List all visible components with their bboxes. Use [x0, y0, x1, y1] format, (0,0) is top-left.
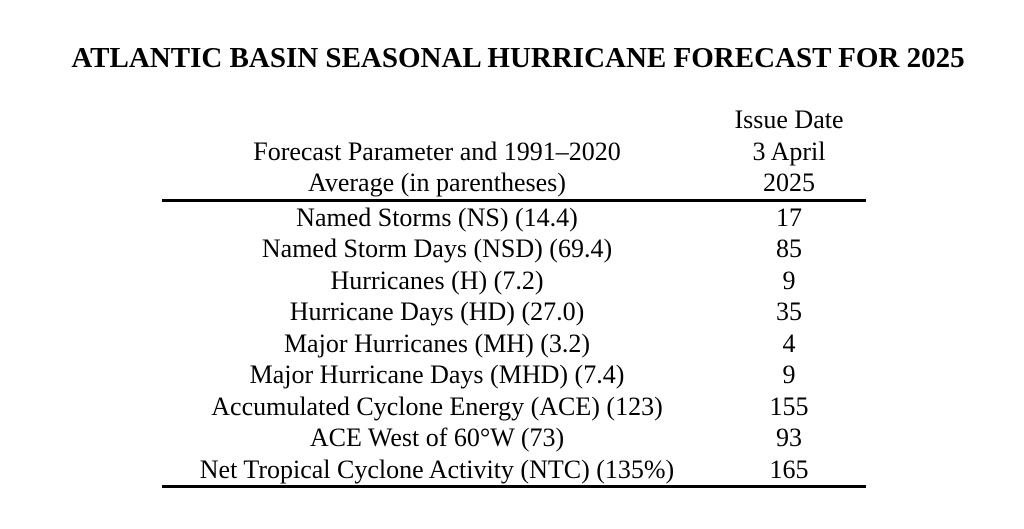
parameter-cell: Hurricane Days (HD) (27.0)	[289, 297, 585, 326]
parameter-cell: Hurricanes (H) (7.2)	[330, 265, 544, 295]
table-row: Named Storms (NS) (14.4) 17	[162, 200, 866, 233]
parameter-cell: Named Storm Days (NSD) (69.4)	[261, 234, 613, 263]
table-row: Net Tropical Cyclone Activity (NTC) (135…	[162, 454, 866, 487]
value-cell: 9	[782, 265, 796, 295]
header-row: Forecast Parameter and 1991–2020 Average…	[162, 104, 866, 200]
value-cell: 9	[782, 360, 796, 389]
value-cell: 155	[769, 391, 809, 421]
parameter-cell: Major Hurricanes (MH) (3.2)	[283, 328, 591, 358]
value-cell: 4	[782, 328, 796, 358]
parameter-header-line2: Average (in parentheses)	[308, 168, 566, 197]
issue-date-label: Issue Date	[734, 105, 844, 134]
issue-date-year: 2025	[763, 168, 815, 197]
value-cell: 35	[776, 297, 802, 326]
value-cell: 17	[776, 202, 802, 232]
issue-date-day-month: 3 April	[752, 136, 826, 166]
table-row: Hurricanes (H) (7.2) 9	[162, 265, 866, 297]
table-row: Major Hurricane Days (MHD) (7.4) 9	[162, 359, 866, 391]
issue-date-column-header: Issue Date 3 April 2025	[712, 104, 866, 200]
forecast-table: Forecast Parameter and 1991–2020 Average…	[162, 104, 866, 488]
value-cell: 93	[776, 423, 802, 452]
value-cell: 85	[776, 234, 802, 263]
table-row: Hurricane Days (HD) (27.0) 35	[162, 296, 866, 328]
parameter-cell: Net Tropical Cyclone Activity (NTC) (135…	[199, 454, 675, 484]
page-title: ATLANTIC BASIN SEASONAL HURRICANE FORECA…	[71, 42, 965, 74]
parameter-header-line1: Forecast Parameter and 1991–2020	[253, 136, 621, 166]
parameter-cell: Accumulated Cyclone Energy (ACE) (123)	[211, 391, 663, 421]
value-cell: 165	[769, 454, 809, 484]
table-row: ACE West of 60°W (73) 93	[162, 422, 866, 454]
table-row: Accumulated Cyclone Energy (ACE) (123) 1…	[162, 391, 866, 423]
table-row: Major Hurricanes (MH) (3.2) 4	[162, 328, 866, 360]
parameter-cell: ACE West of 60°W (73)	[309, 423, 565, 452]
table-row: Named Storm Days (NSD) (69.4) 85	[162, 233, 866, 265]
parameter-cell: Named Storms (NS) (14.4)	[296, 202, 578, 232]
parameter-column-header: Forecast Parameter and 1991–2020 Average…	[162, 104, 712, 200]
parameter-cell: Major Hurricane Days (MHD) (7.4)	[249, 360, 625, 389]
